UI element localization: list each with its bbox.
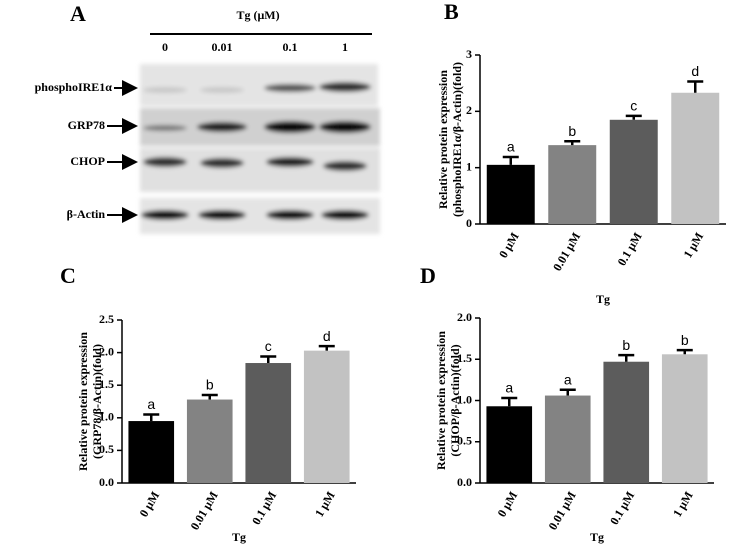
significance-letter: c	[630, 98, 637, 114]
x-tick-label: 1 μM	[681, 230, 707, 261]
error-bar	[501, 396, 518, 407]
bar	[486, 164, 535, 224]
y-axis-label: (CHOP/β-Actin)(fold)	[448, 344, 462, 456]
panel-letter: C	[60, 263, 76, 288]
y-tick-label: 1.0	[457, 392, 472, 406]
bar	[661, 354, 708, 483]
significance-letter: a	[564, 371, 572, 387]
bar	[603, 361, 650, 483]
blot	[140, 64, 380, 234]
bar	[548, 145, 597, 224]
x-tick-label: 0 μM	[137, 489, 163, 520]
x-axis-label: Tg	[590, 530, 604, 544]
y-tick-label: 1.5	[99, 377, 114, 391]
row-label: phosphoIRE1α	[35, 80, 113, 94]
x-tick-label: 0.1 μM	[249, 489, 279, 527]
y-tick-label: 1	[466, 159, 472, 173]
row-label: β-Actin	[67, 207, 106, 221]
panel-a: A Tg (μM) 0 0.01 0.1 1 phosphoIRE1α GRP7…	[35, 1, 380, 234]
error-bar	[502, 155, 519, 165]
significance-letter: b	[622, 337, 630, 353]
x-tick-label: 0.01 μM	[546, 489, 579, 532]
error-bar	[564, 139, 581, 146]
lane-label: 0.01	[212, 40, 233, 54]
y-tick-label: 1.5	[457, 351, 472, 365]
error-bar	[201, 393, 218, 400]
error-bar	[625, 114, 642, 120]
x-tick-label: 0.01 μM	[550, 230, 583, 273]
y-axis-label: (phosphoIRE1α/β-Actin)(fold)	[450, 62, 464, 217]
y-tick-label: 2.0	[457, 310, 472, 324]
x-tick-label: 0 μM	[495, 489, 521, 520]
significance-letter: a	[147, 396, 155, 412]
x-tick-label: 0.1 μM	[615, 230, 645, 268]
y-tick-label: 1.0	[99, 410, 114, 424]
significance-letter: d	[323, 328, 331, 344]
bar	[609, 119, 658, 224]
y-axis-label: (GRP78/β-Actin)(fold)	[90, 344, 104, 459]
panel-letter: B	[444, 0, 459, 24]
error-bar	[143, 413, 160, 422]
y-tick-label: 0.5	[99, 442, 114, 456]
row-label: GRP78	[68, 118, 105, 132]
significance-letter: a	[507, 139, 515, 155]
lane-label: 1	[342, 40, 348, 54]
treatment-label: Tg (μM)	[236, 8, 279, 22]
y-tick-label: 2.5	[99, 312, 114, 326]
panel-letter: D	[420, 263, 436, 288]
bar	[186, 399, 233, 483]
bar	[671, 92, 720, 224]
bar	[486, 406, 533, 483]
y-tick-label: 0.0	[457, 475, 472, 489]
error-bar	[676, 348, 693, 355]
y-tick-label: 2.0	[99, 344, 114, 358]
y-tick-label: 0.5	[457, 434, 472, 448]
significance-letter: b	[206, 377, 214, 393]
lane-label: 0.1	[283, 40, 298, 54]
x-axis-label: Tg	[232, 530, 246, 544]
error-bar	[618, 353, 635, 362]
x-axis-label: Tg	[596, 292, 610, 306]
significance-letter: c	[265, 338, 272, 354]
error-bar	[260, 355, 277, 364]
bar	[245, 363, 292, 483]
y-axis-label: Relative protein expression	[436, 70, 450, 209]
x-tick-label: 1 μM	[312, 489, 338, 520]
y-tick-label: 0	[466, 216, 472, 230]
y-axis-label: Relative protein expression	[76, 332, 90, 471]
x-tick-label: 1 μM	[670, 489, 696, 520]
y-tick-label: 3	[466, 47, 472, 61]
significance-letter: a	[505, 380, 513, 396]
bar	[303, 350, 350, 483]
x-tick-label: 0.1 μM	[607, 489, 637, 527]
significance-letter: d	[691, 63, 699, 79]
error-bar	[559, 388, 576, 396]
y-axis-label: Relative protein expression	[434, 331, 448, 470]
bar	[128, 421, 175, 483]
lane-label: 0	[162, 40, 168, 54]
error-bar	[687, 80, 704, 93]
panel-letter: A	[70, 1, 86, 26]
x-tick-label: 0.01 μM	[188, 489, 221, 532]
y-tick-label: 0.0	[99, 475, 114, 489]
significance-letter: b	[568, 123, 576, 139]
bar	[544, 395, 591, 483]
y-tick-label: 2	[466, 103, 472, 117]
error-bar	[318, 344, 335, 351]
x-tick-label: 0 μM	[496, 230, 522, 261]
significance-letter: b	[681, 332, 689, 348]
row-label: CHOP	[70, 154, 105, 168]
